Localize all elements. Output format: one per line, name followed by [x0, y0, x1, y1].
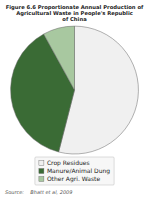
legend-label: Other Agri. Waste	[47, 175, 101, 183]
legend: Crop ResiduesManure/Animal DungOther Agr…	[35, 157, 114, 185]
legend-label: Crop Residues	[47, 159, 90, 167]
legend-swatch	[39, 161, 44, 166]
source-note: Source: Bhatt et al, 2009	[5, 189, 72, 195]
title: of China	[62, 16, 87, 22]
pie	[11, 26, 139, 154]
legend-frame	[35, 157, 114, 185]
legend-swatch	[39, 177, 44, 182]
legend-swatch	[39, 169, 44, 174]
pie-slice	[44, 26, 75, 90]
legend-label: Manure/Animal Dung	[47, 167, 110, 175]
chart: Figure 6.6 Proportionate Annual Producti…	[0, 0, 149, 198]
